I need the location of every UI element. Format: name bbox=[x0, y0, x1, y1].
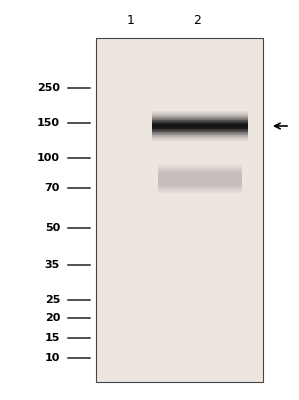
Text: 250: 250 bbox=[37, 83, 60, 93]
Text: 2: 2 bbox=[193, 14, 201, 26]
Bar bbox=[158, 183, 242, 184]
Bar bbox=[158, 172, 242, 173]
Bar bbox=[158, 180, 242, 181]
Bar bbox=[152, 116, 248, 117]
Bar bbox=[152, 134, 248, 135]
Bar bbox=[152, 138, 248, 139]
Bar bbox=[158, 174, 242, 175]
Bar bbox=[152, 124, 248, 125]
Bar bbox=[152, 135, 248, 136]
Bar bbox=[158, 187, 242, 188]
Bar bbox=[152, 121, 248, 122]
Bar bbox=[152, 119, 248, 120]
Bar bbox=[152, 112, 248, 113]
Bar bbox=[158, 181, 242, 182]
Bar bbox=[158, 186, 242, 187]
Text: 100: 100 bbox=[37, 153, 60, 163]
Bar bbox=[152, 127, 248, 128]
Bar bbox=[158, 176, 242, 177]
Bar bbox=[158, 191, 242, 192]
Bar bbox=[158, 185, 242, 186]
Bar bbox=[158, 180, 242, 181]
Bar bbox=[152, 111, 248, 112]
Text: 70: 70 bbox=[45, 183, 60, 193]
Bar bbox=[152, 114, 248, 115]
Bar bbox=[158, 184, 242, 185]
Bar bbox=[152, 123, 248, 124]
Bar bbox=[152, 129, 248, 130]
Bar bbox=[152, 120, 248, 121]
Bar bbox=[158, 190, 242, 191]
Bar bbox=[152, 136, 248, 137]
Bar bbox=[152, 140, 248, 141]
Bar bbox=[158, 189, 242, 190]
Bar bbox=[158, 169, 242, 170]
Bar bbox=[152, 137, 248, 138]
Text: 10: 10 bbox=[45, 353, 60, 363]
Bar bbox=[152, 117, 248, 118]
Bar bbox=[158, 177, 242, 178]
Bar bbox=[152, 133, 248, 134]
Bar bbox=[158, 188, 242, 189]
Bar bbox=[158, 175, 242, 176]
Bar bbox=[152, 132, 248, 133]
Bar bbox=[158, 178, 242, 179]
Bar bbox=[158, 166, 242, 167]
Bar bbox=[152, 125, 248, 126]
Bar bbox=[158, 179, 242, 180]
Bar bbox=[158, 168, 242, 169]
Bar bbox=[152, 128, 248, 129]
Bar bbox=[158, 176, 242, 177]
Bar bbox=[158, 177, 242, 178]
Bar bbox=[152, 118, 248, 119]
Text: 1: 1 bbox=[127, 14, 135, 26]
Bar bbox=[158, 164, 242, 166]
Text: 150: 150 bbox=[37, 118, 60, 128]
Bar bbox=[152, 126, 248, 127]
Bar bbox=[152, 122, 248, 123]
Bar bbox=[158, 178, 242, 179]
Text: 35: 35 bbox=[45, 260, 60, 270]
Text: 25: 25 bbox=[45, 295, 60, 305]
Bar bbox=[152, 113, 248, 114]
Bar bbox=[152, 139, 248, 140]
Bar bbox=[152, 115, 248, 116]
Bar bbox=[152, 131, 248, 132]
Bar bbox=[158, 174, 242, 176]
Bar bbox=[158, 171, 242, 172]
Bar bbox=[96, 38, 263, 382]
Bar bbox=[158, 173, 242, 174]
Text: 15: 15 bbox=[45, 333, 60, 343]
Bar bbox=[158, 167, 242, 168]
Text: 20: 20 bbox=[45, 313, 60, 323]
Text: 50: 50 bbox=[45, 223, 60, 233]
Bar bbox=[158, 179, 242, 180]
Bar bbox=[158, 182, 242, 183]
Bar bbox=[158, 170, 242, 171]
Bar bbox=[152, 130, 248, 131]
Bar bbox=[158, 181, 242, 182]
